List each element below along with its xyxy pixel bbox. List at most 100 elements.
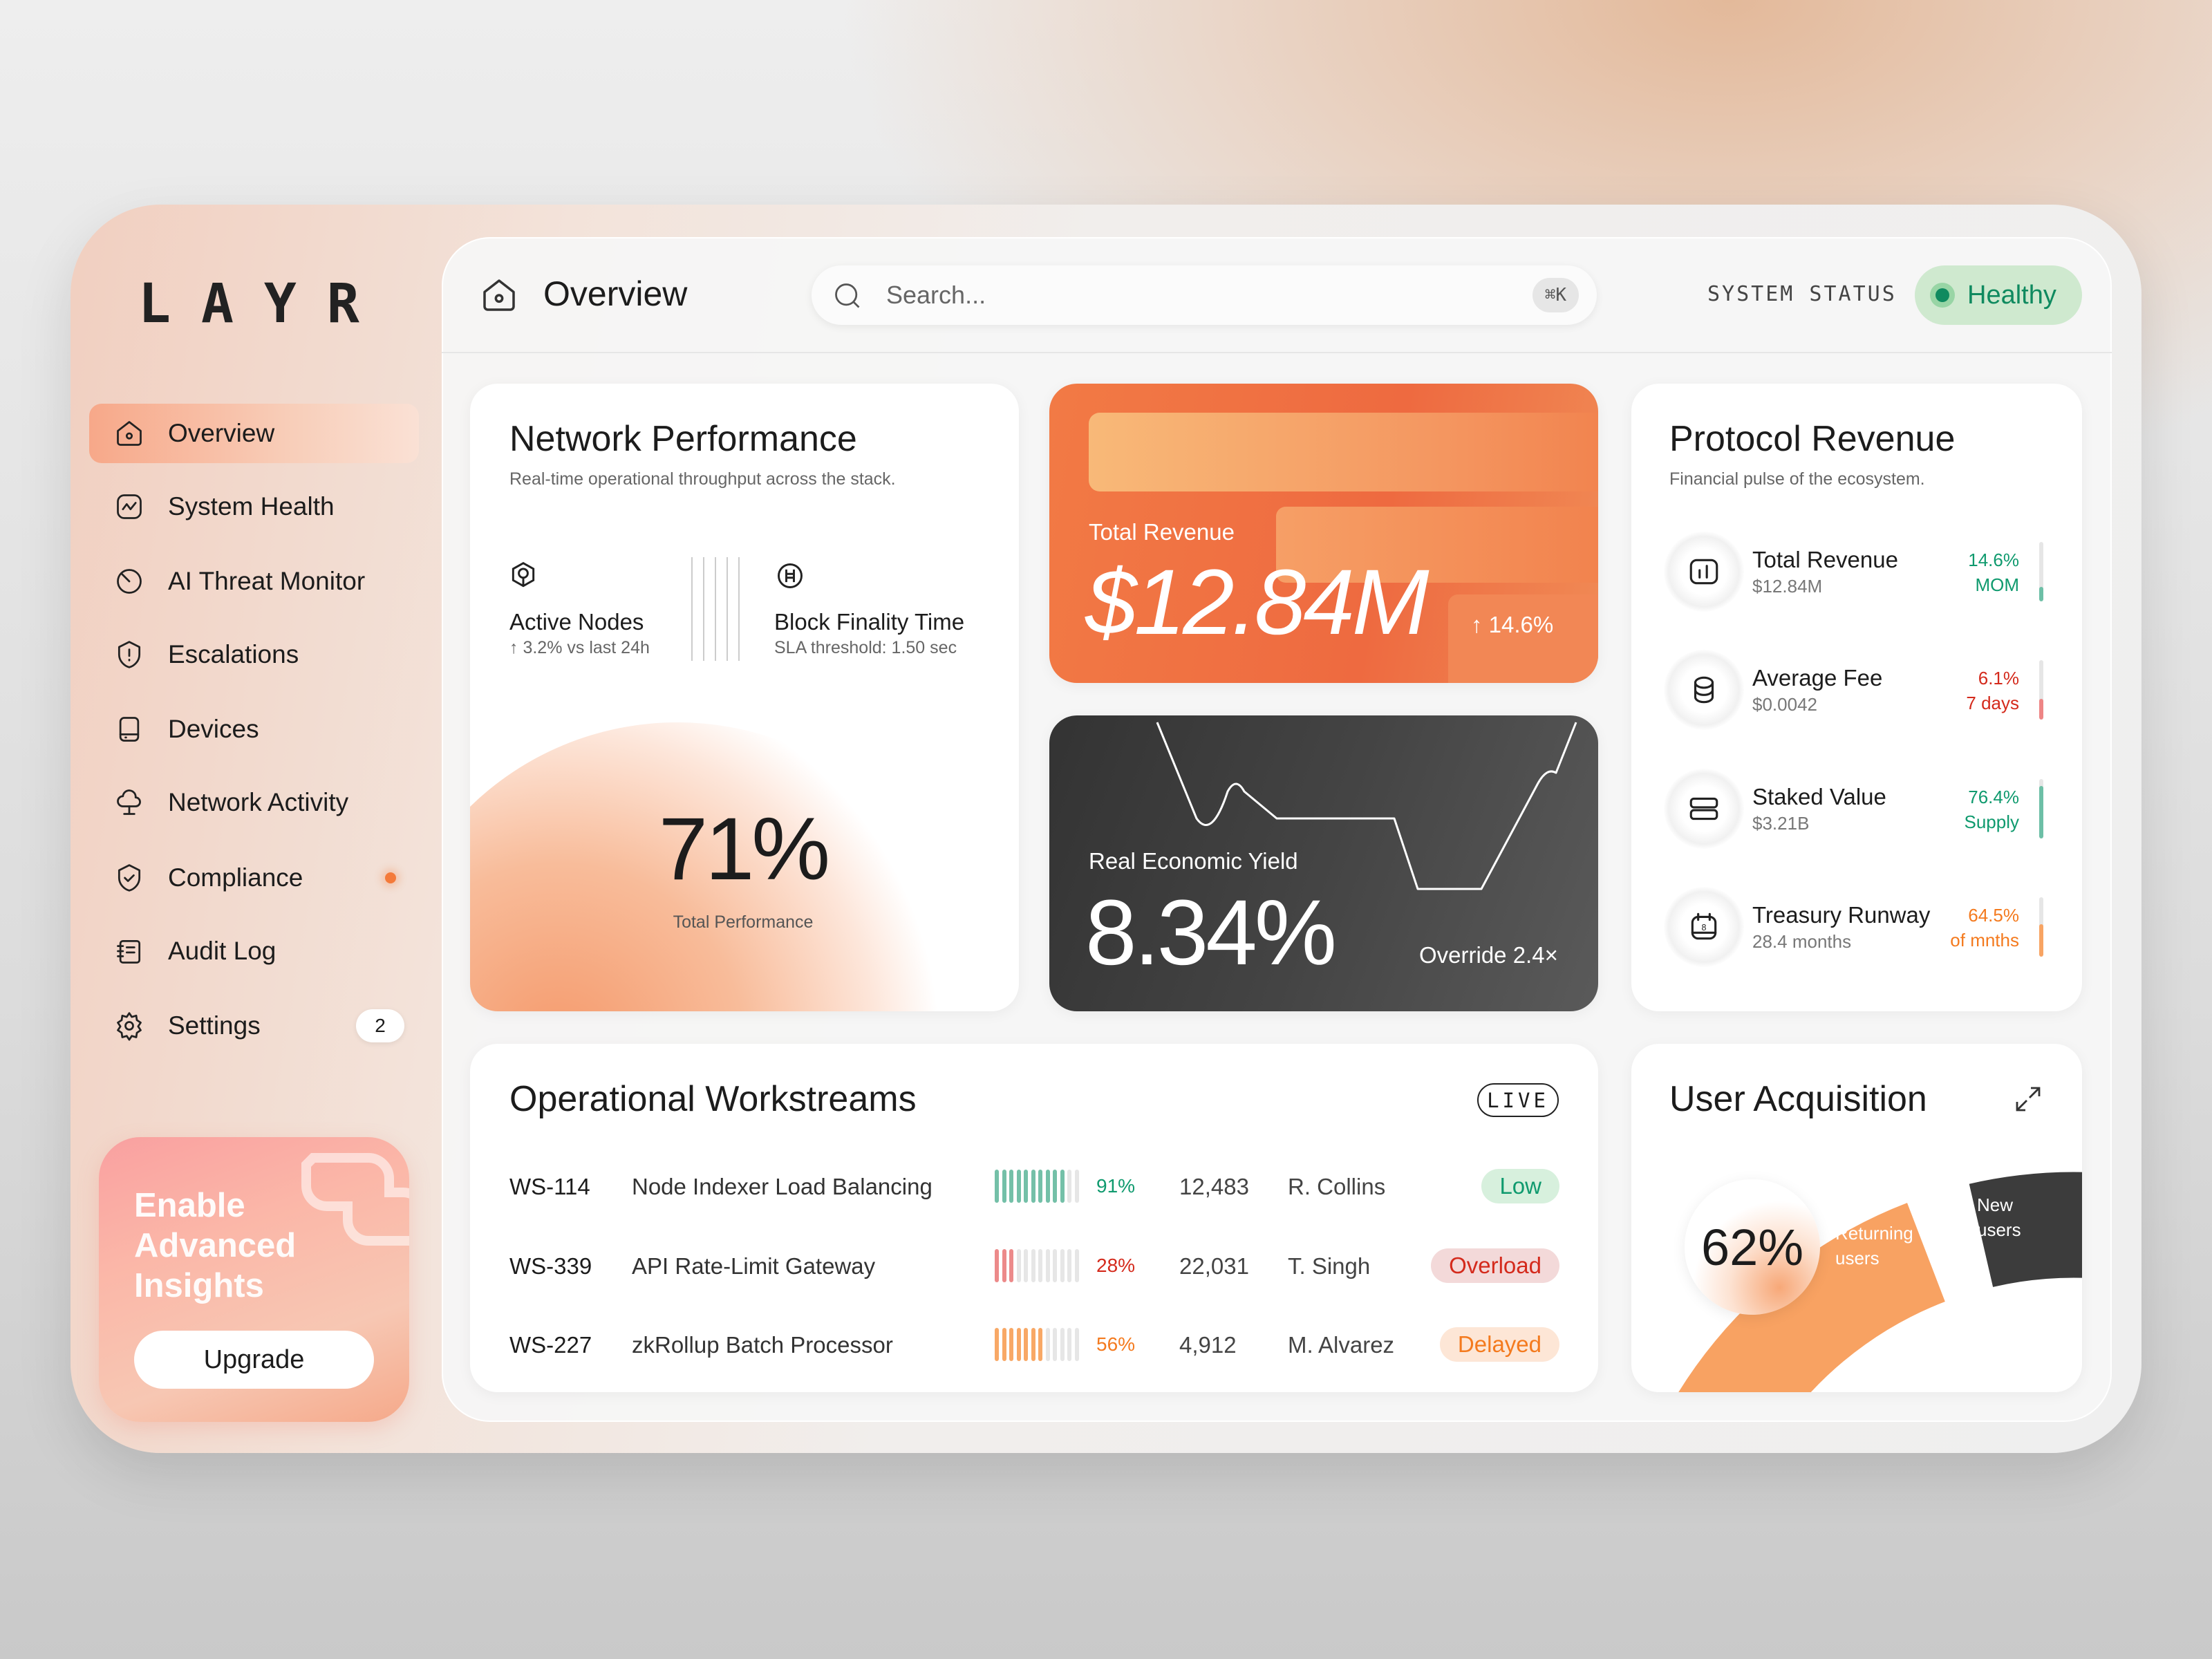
ws-id: WS-114: [509, 1174, 590, 1199]
economic-yield-card: Real Economic Yield 8.34% Override 2.4×: [1049, 715, 1598, 1011]
radar-icon: [117, 569, 142, 594]
status-value: Healthy: [1967, 280, 2056, 310]
sidebar-item-label: Compliance: [168, 863, 303, 892]
notebook-icon: [117, 939, 141, 964]
progress-segments: [995, 1249, 1085, 1282]
sidebar-item-ai-threat-monitor[interactable]: AI Threat Monitor: [89, 552, 419, 611]
hedera-icon: [778, 563, 803, 588]
expand-icon[interactable]: [2012, 1082, 2045, 1116]
row-pct: 64.5%: [1968, 905, 2019, 926]
card-title: Protocol Revenue: [1669, 419, 1956, 459]
yield-value: 8.34%: [1085, 881, 1337, 984]
upgrade-button[interactable]: Upgrade: [134, 1331, 374, 1389]
revenue-change: ↑ 14.6%: [1471, 612, 1554, 637]
ws-name: API Rate-Limit Gateway: [632, 1253, 876, 1279]
gear-icon: [117, 1012, 142, 1041]
level-bar: [2039, 542, 2043, 601]
table-row[interactable]: WS-339 API Rate-Limit Gateway 28% 22,031…: [470, 1245, 1598, 1286]
card-subtitle: Real-time operational throughput across …: [509, 469, 896, 489]
svg-text:8: 8: [1702, 923, 1707, 932]
row-value: $3.21B: [1752, 813, 1810, 834]
workstreams-card: Operational Workstreams LIVE WS-114 Node…: [470, 1044, 1598, 1392]
notification-dot: [385, 872, 396, 883]
page-title: Overview: [543, 274, 688, 313]
header-divider: [442, 352, 2112, 353]
sidebar-item-label: Network Activity: [168, 788, 349, 816]
ws-id: WS-227: [509, 1332, 592, 1358]
shortcut-hint: ⌘K: [1532, 278, 1579, 312]
protocol-revenue-card: Protocol Revenue Financial pulse of the …: [1631, 384, 2082, 1011]
total-revenue-card: Total Revenue $12.84M ↑ 14.6%: [1049, 384, 1598, 683]
live-badge: LIVE: [1477, 1083, 1559, 1117]
revenue-value: $12.84M: [1085, 551, 1429, 654]
sidebar-item-label: Audit Log: [168, 937, 276, 965]
row-period: MOM: [1975, 574, 2019, 595]
acquisition-donut: [1678, 1172, 2082, 1392]
ws-pct: 91%: [1096, 1175, 1136, 1197]
row-period: Supply: [1964, 812, 2020, 832]
revenue-label: Total Revenue: [1089, 519, 1235, 545]
row-value: $0.0042: [1752, 694, 1817, 715]
coins-icon: [1694, 676, 1714, 704]
calendar-icon: 8: [1691, 912, 1717, 940]
system-status-label: SYSTEM STATUS: [1707, 282, 1897, 306]
returning-users-label: Returning users: [1835, 1223, 1913, 1268]
sidebar-item-system-health[interactable]: System Health: [89, 477, 419, 536]
pulse-icon: [117, 494, 142, 519]
ws-owner: M. Alvarez: [1288, 1332, 1395, 1358]
ws-owner: T. Singh: [1288, 1253, 1371, 1279]
alert-icon: [118, 641, 141, 668]
sidebar-item-label: Escalations: [168, 640, 299, 668]
row-pct: 6.1%: [1978, 668, 2019, 688]
row-pct: 76.4%: [1968, 787, 2019, 807]
highlight-band: [1276, 507, 1598, 583]
ws-name: zkRollup Batch Processor: [632, 1332, 893, 1358]
row-label: Staked Value: [1752, 784, 1886, 809]
ws-owner: R. Collins: [1288, 1174, 1386, 1199]
revenue-row: Average Fee $0.0042 6.1% 7 days: [1631, 648, 2082, 731]
logo: LAYR: [138, 273, 390, 335]
progress-segments: [995, 1328, 1085, 1361]
sidebar-item-escalations[interactable]: Escalations: [89, 625, 419, 684]
sidebar-item-label: Overview: [168, 419, 275, 447]
nodes-icon: [512, 561, 535, 588]
sidebar-item-compliance[interactable]: Compliance: [89, 848, 419, 908]
sidebar-item-network-activity[interactable]: Network Activity: [89, 773, 419, 832]
table-row[interactable]: WS-114 Node Indexer Load Balancing 91% 1…: [470, 1165, 1598, 1207]
divider-lines: [691, 557, 740, 661]
status-badge: Low: [1481, 1169, 1559, 1203]
status-badge: Overload: [1431, 1248, 1559, 1283]
sidebar-item-label: AI Threat Monitor: [168, 567, 366, 595]
level-bar: [2039, 660, 2043, 720]
new-users-segment: [1969, 1172, 2082, 1287]
row-label: Average Fee: [1752, 665, 1883, 691]
metric-sub: ↑ 3.2% vs last 24h: [509, 638, 650, 657]
sidebar-item-settings[interactable]: Settings 2: [89, 996, 419, 1056]
search-icon: [835, 283, 860, 308]
ws-id: WS-339: [509, 1253, 592, 1279]
ws-count: 12,483: [1179, 1174, 1249, 1199]
card-subtitle: Financial pulse of the ecosystem.: [1669, 469, 1925, 489]
new-users-label: New users: [1977, 1194, 2021, 1240]
metric-sub: SLA threshold: 1.50 sec: [774, 638, 957, 657]
progress-segments: [995, 1170, 1085, 1203]
status-badge: Delayed: [1439, 1327, 1559, 1362]
row-period: of mnths: [1950, 930, 2019, 950]
sidebar-item-label: Settings: [168, 1011, 261, 1040]
performance-value: 71%: [658, 800, 830, 899]
highlight-band: [1448, 594, 1598, 683]
search-placeholder: Search...: [886, 281, 986, 309]
ws-pct: 28%: [1096, 1255, 1136, 1276]
highlight-band: [1089, 413, 1598, 491]
row-value: $12.84M: [1752, 576, 1823, 597]
ws-name: Node Indexer Load Balancing: [632, 1174, 932, 1199]
override-value: Override 2.4×: [1419, 942, 1558, 968]
table-row[interactable]: WS-227 zkRollup Batch Processor 56% 4,91…: [470, 1324, 1598, 1365]
search-input[interactable]: Search... ⌘K: [812, 265, 1597, 325]
row-pct: 14.6%: [1968, 550, 2019, 570]
sidebar-item-devices[interactable]: Devices: [89, 700, 419, 759]
sidebar-item-audit-log[interactable]: Audit Log: [89, 921, 419, 981]
sidebar-item-overview[interactable]: Overview: [89, 404, 419, 463]
network-icon: [117, 789, 141, 815]
shield-check-icon: [118, 864, 141, 892]
